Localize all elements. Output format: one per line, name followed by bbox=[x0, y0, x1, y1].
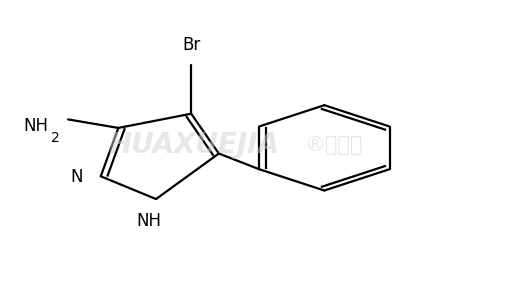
Text: ®化学加: ®化学加 bbox=[304, 135, 363, 155]
Text: N: N bbox=[71, 168, 83, 186]
Text: HUAXUEJIA: HUAXUEJIA bbox=[108, 131, 279, 159]
Text: 2: 2 bbox=[50, 131, 59, 146]
Text: Br: Br bbox=[182, 36, 200, 54]
Text: NH: NH bbox=[23, 117, 48, 135]
Text: NH: NH bbox=[136, 212, 161, 230]
